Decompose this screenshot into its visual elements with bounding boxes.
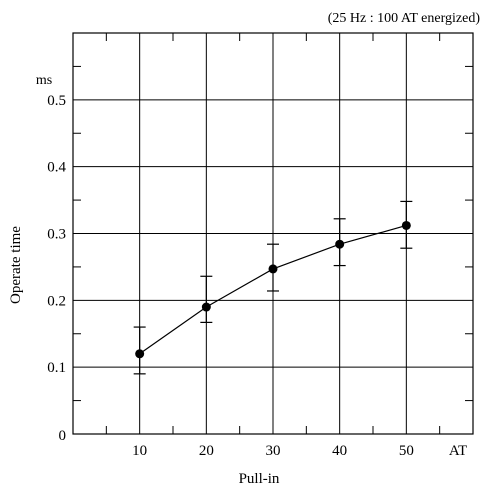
y-unit-label: ms xyxy=(36,73,52,88)
minor-ticks xyxy=(73,33,473,434)
y-tick-label: 0.1 xyxy=(47,360,66,376)
x-tick-label: 30 xyxy=(266,443,281,459)
data-point xyxy=(401,220,411,230)
data-point xyxy=(201,302,211,312)
x-unit-label: AT xyxy=(449,443,467,459)
x-tick-label: 40 xyxy=(332,443,347,459)
y-tick-label: 0.5 xyxy=(47,93,66,109)
data-point xyxy=(268,264,278,274)
x-axis-label: Pull-in xyxy=(239,471,280,487)
axis-labels: 10 20 30 40 50 0.1 0.2 0.3 0.4 0.5 xyxy=(47,93,414,459)
y-tick-label: 0.4 xyxy=(47,160,66,176)
x-tick-label: 10 xyxy=(132,443,147,459)
x-tick-label: 50 xyxy=(399,443,414,459)
data-points xyxy=(135,220,411,359)
x-tick-label: 20 xyxy=(199,443,214,459)
origin-label: 0 xyxy=(59,428,67,444)
data-point xyxy=(135,349,145,359)
y-axis-label: Operate time xyxy=(8,226,24,304)
y-tick-label: 0.3 xyxy=(47,227,66,243)
grid xyxy=(73,33,473,434)
chart-annotation: (25 Hz : 100 AT energized) xyxy=(328,11,481,26)
data-point xyxy=(335,239,345,249)
y-tick-label: 0.2 xyxy=(47,293,66,309)
